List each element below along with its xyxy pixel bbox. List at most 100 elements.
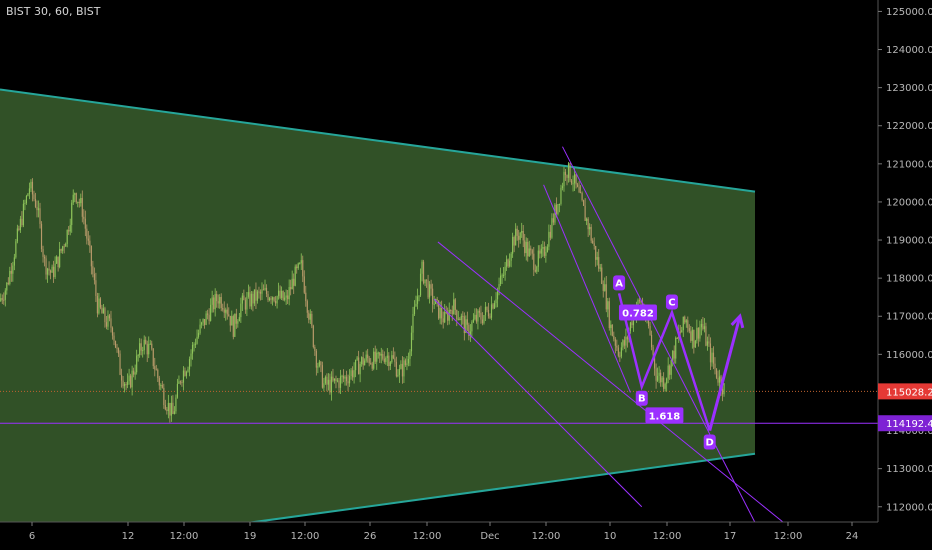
candle-body: [250, 293, 252, 307]
candle-body: [119, 353, 121, 375]
candle-body: [279, 290, 281, 298]
trend-line-3[interactable]: [433, 298, 643, 508]
y-tick-label: 114000.00: [886, 426, 932, 437]
candle-body: [284, 297, 286, 300]
candle-body: [669, 365, 671, 375]
candle-body: [290, 287, 292, 290]
candle-body: [626, 336, 628, 340]
candle-body: [37, 208, 40, 211]
candle-body: [338, 380, 340, 388]
candle-body: [518, 235, 520, 240]
candle-body: [22, 203, 24, 226]
candle-body: [169, 402, 171, 416]
candle-body: [499, 275, 502, 285]
x-tick-label: 26: [364, 531, 377, 542]
candle-body: [80, 198, 82, 204]
candle-body: [490, 304, 493, 318]
candle-body: [172, 402, 174, 414]
candle-body: [101, 307, 103, 314]
candle-body: [469, 331, 471, 336]
candle-body: [406, 363, 408, 366]
candle-body: [684, 316, 686, 323]
x-tick-label: 17: [724, 531, 737, 542]
candle-body: [176, 383, 178, 398]
candle-body: [410, 332, 413, 352]
candle-body: [457, 318, 459, 320]
candle-body: [288, 287, 290, 300]
candle-body: [714, 363, 716, 369]
candle-body: [441, 308, 443, 319]
candle-body: [359, 364, 361, 375]
candle-body: [705, 326, 707, 346]
candle-body: [640, 300, 642, 303]
candle-body: [524, 240, 526, 254]
candle-body: [110, 318, 112, 328]
channel-lower-line[interactable]: [226, 452, 756, 527]
candle-body: [158, 377, 160, 386]
trend-line-1[interactable]: [562, 146, 763, 538]
x-tick-label: 6: [29, 531, 35, 542]
candle-body: [184, 370, 186, 376]
y-tick-label: 125000.00: [886, 7, 932, 18]
candle-body: [151, 343, 153, 349]
candle-body: [134, 372, 136, 375]
candle-body: [309, 313, 311, 320]
candle-body: [120, 374, 123, 381]
candle-body: [60, 248, 62, 251]
candle-body: [439, 308, 441, 319]
trend-line-2[interactable]: [437, 241, 786, 525]
candle-body: [592, 240, 594, 244]
candle-body: [72, 194, 74, 203]
candle-body: [136, 355, 138, 373]
candle-body: [481, 319, 484, 324]
candle-body: [702, 323, 704, 330]
candle-body: [45, 258, 47, 275]
pattern-point-c-badge: [665, 294, 678, 310]
candle-body: [40, 223, 43, 250]
candle-body: [201, 322, 203, 325]
candle-body: [388, 355, 390, 367]
candle-body: [223, 309, 225, 313]
candle-body: [329, 379, 331, 393]
candle-body: [178, 381, 180, 384]
candle-body: [610, 324, 612, 329]
candle-body: [127, 381, 129, 385]
candle-body: [145, 339, 147, 344]
candle-body: [261, 289, 263, 294]
candle-body: [271, 297, 274, 300]
candle-body: [34, 199, 37, 207]
candle-body: [589, 226, 591, 230]
candle-body: [697, 327, 699, 339]
projection-arrow-line[interactable]: [708, 315, 742, 431]
candle-body: [361, 357, 363, 365]
candle-body: [460, 315, 462, 321]
candle-body: [237, 321, 239, 324]
candle-body: [179, 381, 182, 383]
candle-body: [347, 381, 349, 384]
candle-body: [622, 340, 624, 348]
candle-body: [59, 248, 61, 268]
candle-body: [191, 344, 194, 354]
candle-body: [492, 304, 494, 309]
candle-body: [519, 232, 521, 240]
abcd-pattern-line[interactable]: [617, 293, 711, 431]
candle-body: [124, 383, 126, 387]
candle-body: [426, 279, 428, 281]
candle-body: [413, 306, 416, 315]
x-tick-label: 12:00: [413, 531, 442, 542]
candle-body: [385, 357, 387, 362]
candle-body: [522, 230, 524, 241]
candle-body: [459, 318, 461, 321]
candle-body: [125, 383, 127, 385]
candle-body: [371, 363, 373, 369]
trend-line-4[interactable]: [543, 184, 631, 393]
candle-body: [293, 278, 295, 286]
channel-upper-line[interactable]: [0, 88, 756, 193]
candle-body: [317, 366, 319, 368]
candle-body: [536, 266, 538, 272]
candle-body: [190, 353, 192, 360]
candle-body: [685, 320, 687, 323]
candle-body: [474, 314, 476, 320]
